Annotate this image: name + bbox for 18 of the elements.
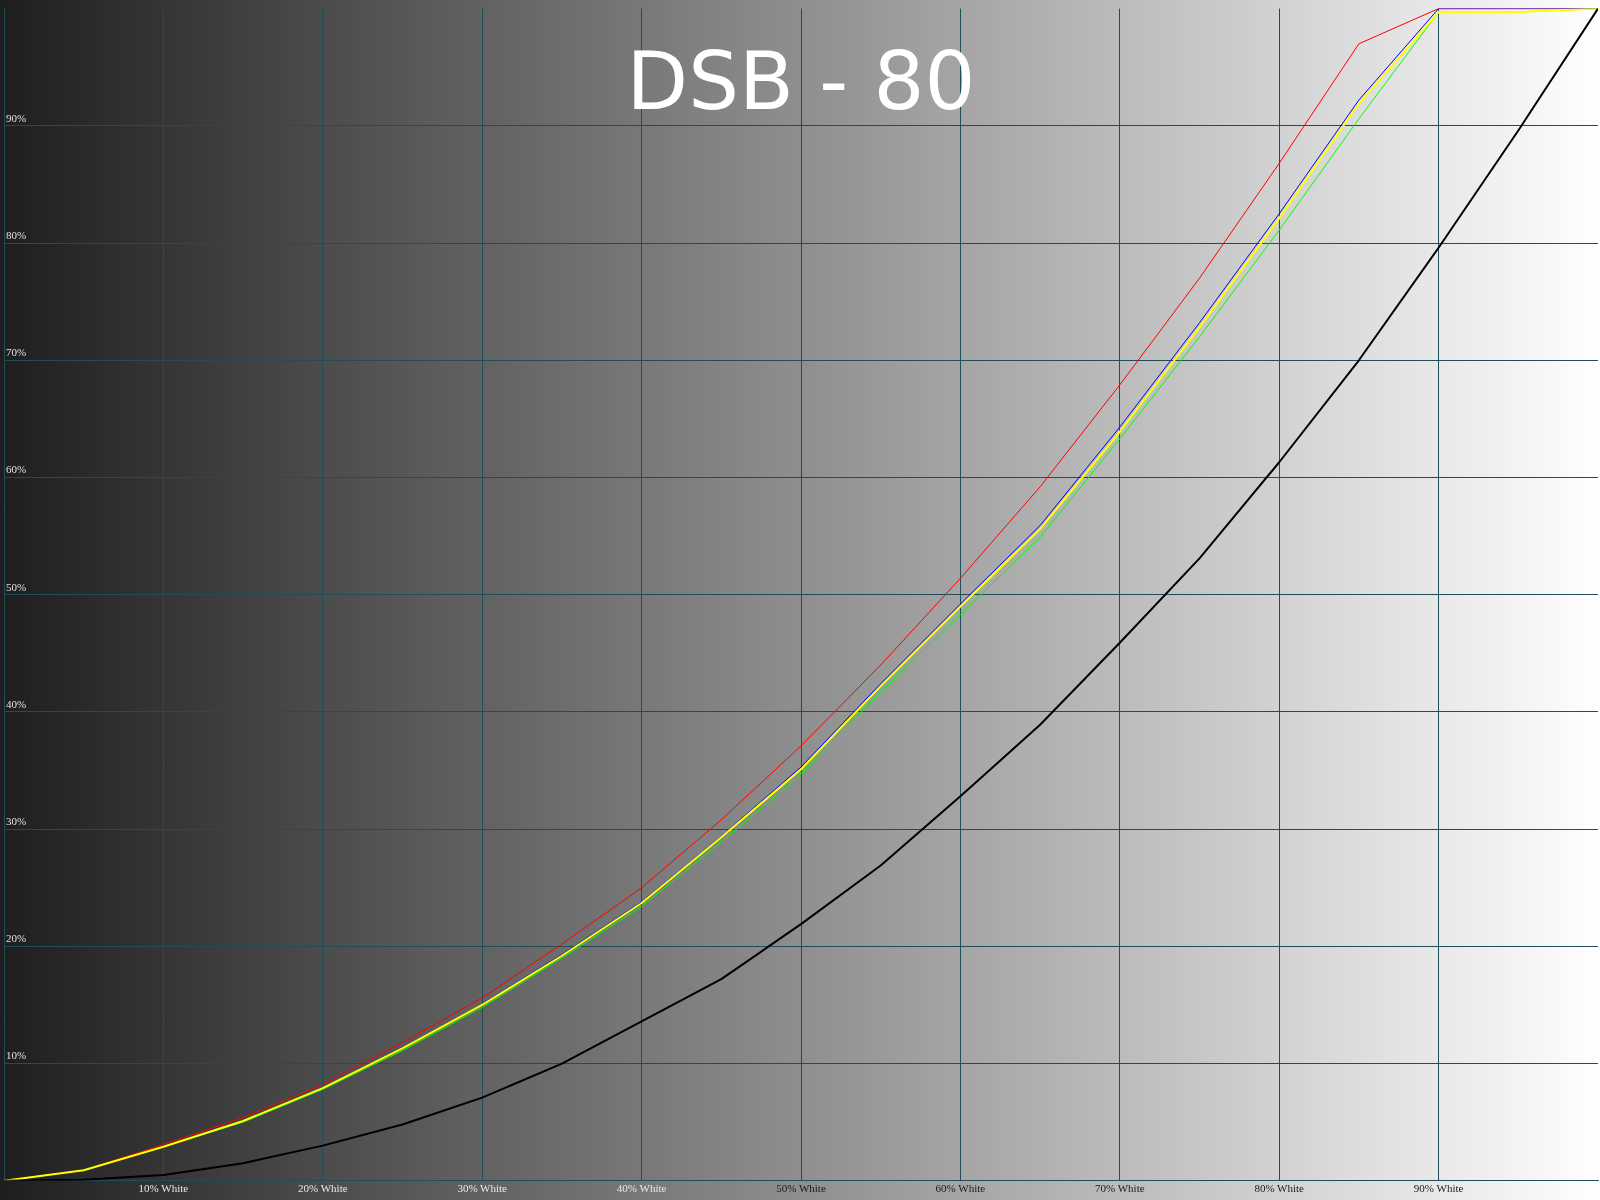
y-tick-label: 90%	[6, 111, 27, 124]
x-tick-label: 70% White	[1095, 1182, 1145, 1195]
y-tick-label: 30%	[6, 815, 27, 828]
x-tick-label: 60% White	[935, 1182, 986, 1195]
x-tick-label: 90% White	[1413, 1182, 1464, 1195]
x-tick-label: 30% White	[457, 1182, 508, 1195]
y-tick-label: 50%	[6, 580, 27, 593]
x-tick-label: 10% White	[138, 1182, 189, 1195]
y-tick-label: 80%	[6, 228, 27, 241]
y-tick-label: 40%	[6, 697, 27, 710]
y-tick-label: 70%	[6, 346, 27, 359]
x-tick-label: 80% White	[1254, 1182, 1305, 1195]
y-tick-label: 60%	[6, 463, 27, 476]
x-tick-label: 40% White	[616, 1182, 667, 1195]
x-tick-label: 20% White	[298, 1182, 348, 1195]
y-tick-label: 10%	[6, 1049, 27, 1062]
x-tick-label: 50% White	[776, 1182, 826, 1195]
y-tick-label: 20%	[6, 932, 27, 945]
